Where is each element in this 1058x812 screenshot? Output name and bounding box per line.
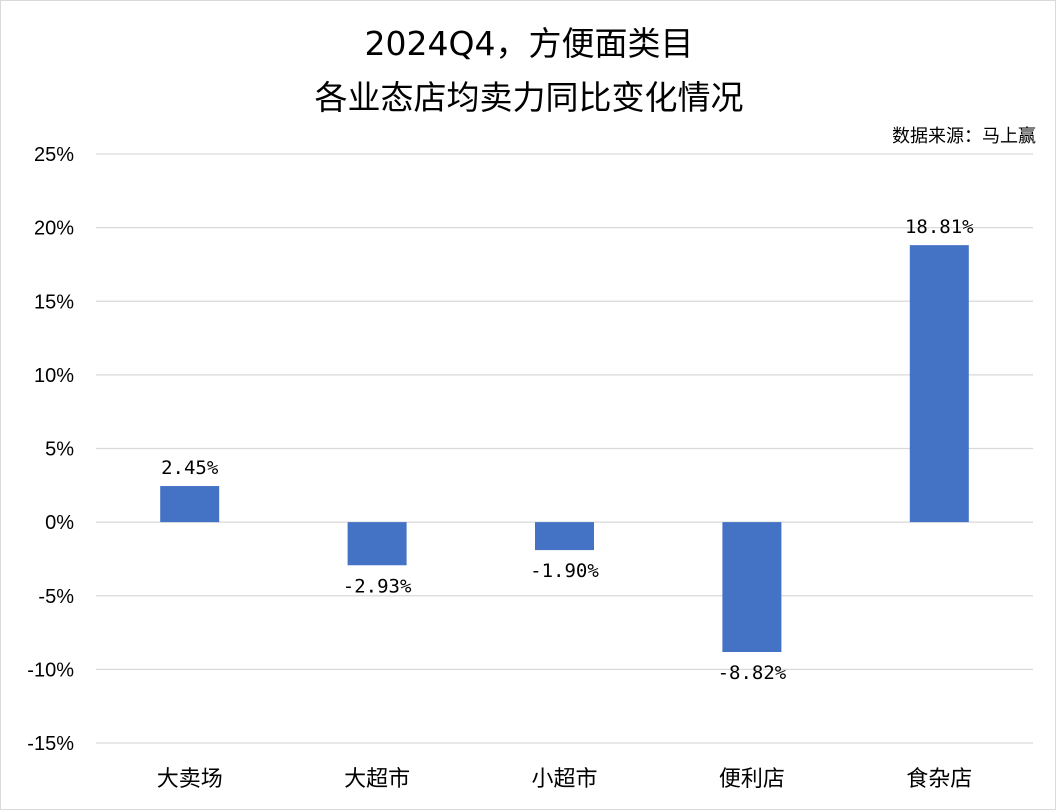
y-tick-label: -15% (27, 733, 74, 755)
y-tick-label: 5% (45, 439, 74, 461)
x-category-label: 食杂店 (906, 767, 972, 792)
y-axis-ticks: 25% 20% 15% 10% 5% 0% -5% -10% -15% (27, 144, 74, 755)
y-tick-label: -10% (27, 659, 74, 681)
x-category-label: 小超市 (531, 767, 597, 792)
bar (347, 522, 407, 566)
gridlines (96, 153, 1033, 744)
y-tick-label: 25% (34, 144, 74, 166)
bar (535, 522, 594, 551)
x-category-label: 大卖场 (157, 767, 223, 792)
chart-title-line1: 2024Q4，方便面类目 (364, 24, 694, 63)
x-axis-categories: 大卖场 大超市 小超市 便利店 食杂店 (157, 767, 973, 792)
data-labels: 2.45% -2.93% -1.90% -8.82% 18.81% (161, 216, 974, 684)
y-tick-label: 10% (34, 365, 74, 387)
bars (160, 245, 969, 652)
bar (909, 245, 969, 523)
bar (160, 486, 220, 523)
data-label: -8.82% (718, 662, 787, 684)
y-tick-label: 0% (45, 512, 74, 534)
x-category-label: 大超市 (344, 767, 410, 792)
chart-title-line2: 各业态店均卖力同比变化情况 (314, 78, 744, 117)
bar (722, 522, 782, 652)
y-tick-label: 20% (34, 218, 74, 240)
x-category-label: 便利店 (719, 767, 785, 792)
source-note: 数据来源：马上赢 (892, 126, 1036, 147)
data-label: 18.81% (905, 216, 974, 238)
data-label: 2.45% (161, 457, 219, 479)
y-tick-label: 15% (34, 291, 74, 313)
data-label: -2.93% (343, 575, 412, 597)
y-tick-label: -5% (38, 586, 74, 608)
data-label: -1.90% (530, 560, 599, 582)
